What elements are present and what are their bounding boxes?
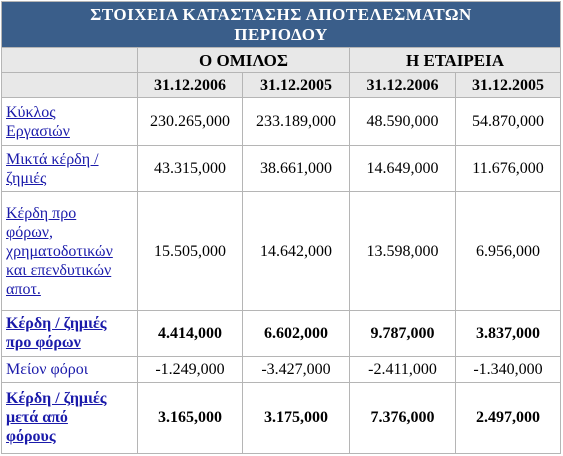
value-cell: 54.870,000	[455, 97, 561, 147]
value-cell: 233.189,000	[242, 97, 350, 147]
date-header: 31.12.2005	[455, 72, 561, 99]
group-header-row: Ο ΟΜΙΛΟΣ Η ΕΤΑΙΡΕΙΑ	[1, 47, 561, 74]
value-cell: 4.414,000	[137, 309, 243, 357]
row-label: Μικτά κέρδη / ζημιές	[1, 145, 138, 193]
value-cell: 15.505,000	[137, 191, 243, 311]
row-label: Κέρδη προ φόρων, χρηματοδοτικών και επενδυτ…	[1, 191, 138, 311]
table-row: Μείον φόροι -1.249,000 -3.427,000 -2.411…	[1, 355, 561, 383]
value-cell: 43.315,000	[137, 145, 243, 193]
value-cell: 2.497,000	[455, 381, 561, 455]
table-row: Κέρδη προ φόρων, χρηματοδοτικών και επενδυτ…	[1, 191, 561, 311]
row-label-link[interactable]: Κύκλος Εργασιών	[6, 103, 70, 140]
value-cell: -1.340,000	[455, 355, 561, 383]
row-label: Μείον φόροι	[1, 355, 138, 383]
corner-cell-2	[1, 72, 138, 99]
table-title-line-1: ΣΤΟΙΧΕΙΑ ΚΑΤΑΣΤΑΣΗΣ ΑΠΟΤΕΛΕΣΜΑΤΩΝ	[90, 4, 472, 24]
table-row: Κέρδη / ζημιές προ φόρων 4.414,000 6.602,…	[1, 309, 561, 357]
row-label-link[interactable]: Κέρδη / ζημιές προ φόρων	[6, 315, 107, 352]
corner-cell	[1, 47, 138, 74]
row-label-text: Μείον φόροι	[6, 360, 89, 378]
table-title: ΣΤΟΙΧΕΙΑ ΚΑΤΑΣΤΑΣΗΣ ΑΠΟΤΕΛΕΣΜΑΤΩΝ ΠΕΡΙΟΔ…	[1, 0, 561, 49]
value-cell: 9.787,000	[349, 309, 456, 357]
row-label: Κέρδη / ζημιές προ φόρων	[1, 309, 138, 357]
value-cell: 14.649,000	[349, 145, 456, 193]
row-label: Κέρδη / ζημιές μετά από φόρους	[1, 381, 138, 455]
date-header-row: 31.12.2006 31.12.2005 31.12.2006 31.12.2…	[1, 72, 561, 99]
value-cell: -2.411,000	[349, 355, 456, 383]
value-cell: 3.837,000	[455, 309, 561, 357]
value-cell: 3.165,000	[137, 381, 243, 455]
table-row: Κύκλος Εργασιών 230.265,000 233.189,000 4…	[1, 97, 561, 147]
table-title-line-2: ΠΕΡΙΟΔΟΥ	[234, 24, 328, 44]
date-header: 31.12.2006	[349, 72, 456, 99]
date-header: 31.12.2005	[242, 72, 350, 99]
value-cell: 38.661,000	[242, 145, 350, 193]
date-header: 31.12.2006	[137, 72, 243, 99]
value-cell: -3.427,000	[242, 355, 350, 383]
value-cell: 11.676,000	[455, 145, 561, 193]
value-cell: 230.265,000	[137, 97, 243, 147]
group-header-company: Η ΕΤΑΙΡΕΙΑ	[349, 47, 561, 74]
row-label-link[interactable]: Μικτά κέρδη / ζημιές	[6, 150, 99, 187]
table-row: Μικτά κέρδη / ζημιές 43.315,000 38.661,00…	[1, 145, 561, 193]
value-cell: 48.590,000	[349, 97, 456, 147]
value-cell: 6.602,000	[242, 309, 350, 357]
value-cell: 13.598,000	[349, 191, 456, 311]
value-cell: 7.376,000	[349, 381, 456, 455]
title-row: ΣΤΟΙΧΕΙΑ ΚΑΤΑΣΤΑΣΗΣ ΑΠΟΤΕΛΕΣΜΑΤΩΝ ΠΕΡΙΟΔ…	[1, 0, 561, 49]
group-header-group: Ο ΟΜΙΛΟΣ	[137, 47, 350, 74]
value-cell: -1.249,000	[137, 355, 243, 383]
row-label-link[interactable]: Κέρδη / ζημιές μετά από φόρους	[6, 390, 107, 446]
row-label-link[interactable]: Κέρδη προ φόρων, χρηματοδοτικών και επενδυτ…	[6, 204, 113, 298]
row-label: Κύκλος Εργασιών	[1, 97, 138, 147]
value-cell: 6.956,000	[455, 191, 561, 311]
value-cell: 3.175,000	[242, 381, 350, 455]
value-cell: 14.642,000	[242, 191, 350, 311]
table-row: Κέρδη / ζημιές μετά από φόρους 3.165,000 3…	[1, 381, 561, 455]
